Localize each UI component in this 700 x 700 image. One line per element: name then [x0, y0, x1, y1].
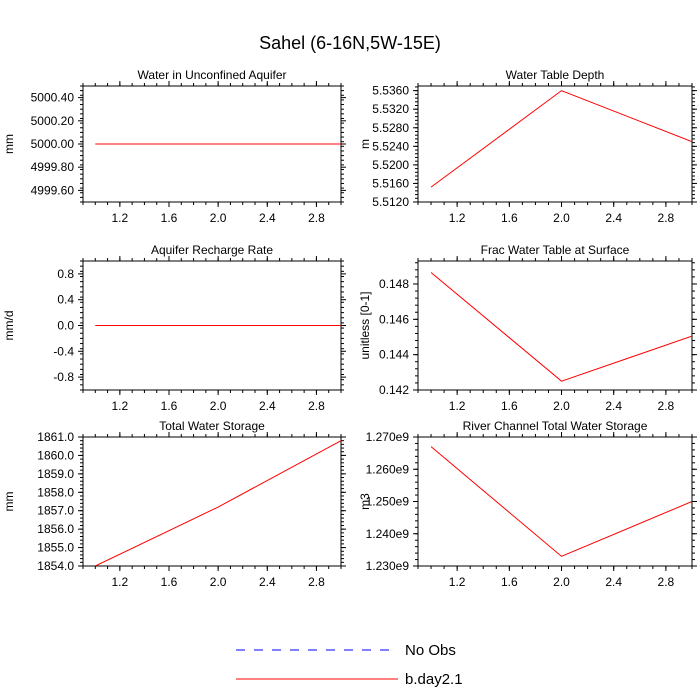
y-tick-label: 0.142 — [379, 383, 409, 397]
x-tick-label: 2.4 — [259, 211, 276, 225]
plot-frame — [417, 260, 693, 391]
legend: No Obs b.day2.1 — [236, 642, 463, 688]
y-tick-label: 5.5120 — [372, 195, 409, 209]
x-tick-label: 1.2 — [112, 399, 129, 413]
x-tick-label: 1.6 — [501, 399, 518, 413]
chart-panel-6: River Channel Total Water Storage m3 1.2 1.… — [358, 419, 697, 589]
y-tick-label: 5.5280 — [372, 121, 409, 135]
x-tick-label: 1.6 — [161, 211, 178, 225]
x-tick-label: 1.2 — [112, 575, 129, 589]
plot-frame — [82, 436, 342, 567]
x-tick-label: 2.8 — [658, 575, 675, 589]
x-tick-label: 2.0 — [210, 575, 227, 589]
chart-panels: Water in Unconfined Aquifer mm 1.2 1.6 2.0 2.… — [2, 68, 697, 589]
y-axis-label: mm — [2, 492, 16, 512]
y-tick-label: 1.270e9 — [366, 430, 410, 444]
chart-panel-4: Frac Water Table at Surface unitless [0-1… — [358, 243, 697, 413]
x-tick-label: 2.4 — [259, 399, 276, 413]
y-tick-label: 5000.00 — [31, 137, 75, 151]
y-tick-label: 5000.20 — [31, 114, 75, 128]
chart-panel-5: Total Water Storage mm 1.2 1.6 2.0 2.4 2.8 1854… — [2, 419, 346, 589]
y-tick-label: 0.4 — [57, 293, 74, 307]
x-tick-label: 2.0 — [553, 575, 570, 589]
y-tick-label: 1860.0 — [37, 448, 74, 462]
x-tick-label: 2.8 — [658, 399, 675, 413]
y-axis-label: mm — [2, 134, 16, 154]
y-tick-label: 5.5240 — [372, 139, 409, 153]
y-tick-label: 1861.0 — [37, 430, 74, 444]
series-line — [430, 272, 692, 382]
y-tick-label: 0.144 — [379, 348, 409, 362]
y-tick-label: 1.250e9 — [366, 495, 410, 509]
x-tick-label: 2.0 — [210, 211, 227, 225]
series-line — [95, 440, 341, 566]
y-tick-label: 1854.0 — [37, 559, 74, 573]
chart-panel-1: Water in Unconfined Aquifer mm 1.2 1.6 2.0 2.… — [2, 68, 346, 225]
panel-title: River Channel Total Water Storage — [463, 419, 648, 433]
y-tick-label: -0.8 — [53, 370, 74, 384]
y-tick-label: 5000.40 — [31, 91, 75, 105]
x-tick-label: 2.8 — [308, 399, 325, 413]
panel-title: Aquifer Recharge Rate — [151, 243, 273, 257]
panel-title: Frac Water Table at Surface — [481, 243, 630, 257]
x-tick-label: 2.8 — [308, 575, 325, 589]
y-tick-label: 1858.0 — [37, 485, 74, 499]
x-tick-label: 2.4 — [259, 575, 276, 589]
y-tick-label: 1.260e9 — [366, 462, 410, 476]
y-tick-label: 5.5160 — [372, 176, 409, 190]
y-axis-label: unitless [0-1] — [358, 291, 372, 359]
y-tick-label: 5.5320 — [372, 102, 409, 116]
y-tick-label: 1855.0 — [37, 541, 74, 555]
x-tick-label: 2.0 — [210, 399, 227, 413]
plot-frame — [417, 436, 693, 567]
y-axis-label: m — [358, 139, 372, 149]
chart-panel-3: Aquifer Recharge Rate mm/d 1.2 1.6 2.0 2.4 2.8… — [2, 243, 346, 413]
y-axis-label: m3 — [358, 493, 372, 510]
y-tick-label: 0.0 — [57, 319, 74, 333]
series-line — [430, 446, 692, 557]
y-tick-label: 1.240e9 — [366, 527, 410, 541]
panel-title: Water Table Depth — [506, 68, 605, 82]
x-tick-label: 2.8 — [658, 211, 675, 225]
x-tick-label: 1.2 — [112, 211, 129, 225]
x-tick-label: 1.2 — [449, 575, 466, 589]
panel-title: Total Water Storage — [159, 419, 265, 433]
x-tick-label: 2.4 — [605, 211, 622, 225]
x-tick-label: 1.2 — [449, 211, 466, 225]
y-tick-label: 5.5200 — [372, 158, 409, 172]
x-tick-label: 2.4 — [605, 575, 622, 589]
y-tick-label: 4999.80 — [31, 160, 75, 174]
y-tick-label: 0.148 — [379, 277, 409, 291]
chart-panel-2: Water Table Depth m 1.2 1.6 2.0 2.4 2.8 5.5120 5… — [358, 68, 697, 225]
y-tick-label: 1.230e9 — [366, 559, 410, 573]
x-tick-label: 1.2 — [449, 399, 466, 413]
x-tick-label: 1.6 — [161, 575, 178, 589]
panel-title: Water in Unconfined Aquifer — [138, 68, 287, 82]
plot-frame — [417, 85, 693, 203]
figure-title: Sahel (6-16N,5W-15E) — [259, 33, 441, 53]
series-line — [430, 90, 692, 188]
x-tick-label: 2.4 — [605, 399, 622, 413]
y-tick-label: 4999.60 — [31, 183, 75, 197]
x-tick-label: 1.6 — [501, 575, 518, 589]
y-tick-label: 1856.0 — [37, 522, 74, 536]
y-tick-label: 1857.0 — [37, 504, 74, 518]
x-tick-label: 2.0 — [553, 211, 570, 225]
y-tick-label: 0.8 — [57, 267, 74, 281]
x-tick-label: 1.6 — [161, 399, 178, 413]
x-tick-label: 2.0 — [553, 399, 570, 413]
x-tick-label: 2.8 — [308, 211, 325, 225]
y-tick-label: 0.146 — [379, 312, 409, 326]
y-tick-label: 5.5360 — [372, 84, 409, 98]
legend-label: b.day2.1 — [405, 671, 463, 688]
y-axis-label: mm/d — [2, 311, 16, 341]
legend-label: No Obs — [405, 642, 456, 659]
x-tick-label: 1.6 — [501, 211, 518, 225]
y-tick-label: -0.4 — [53, 344, 74, 358]
y-tick-label: 1859.0 — [37, 467, 74, 481]
